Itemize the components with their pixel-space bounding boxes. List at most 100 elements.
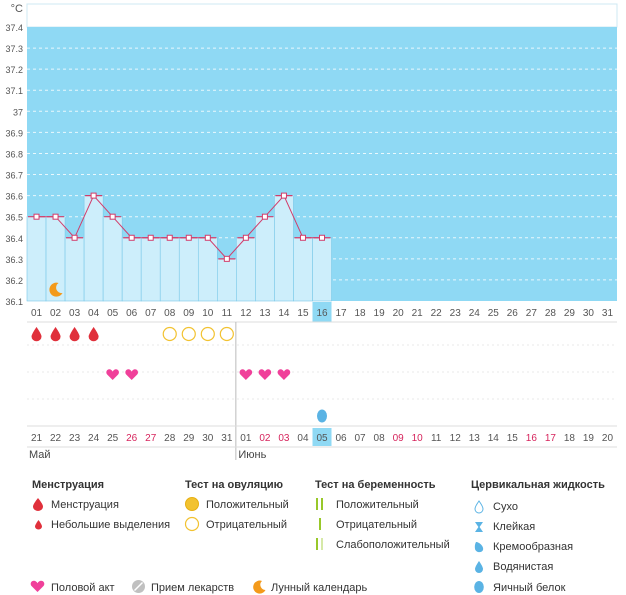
top-day-label: 01 (31, 308, 43, 319)
temperature-point (147, 234, 154, 241)
pregnancy-negative-icon (319, 518, 321, 530)
medication-pill-icon (132, 580, 145, 593)
temperature-point (52, 213, 59, 220)
ovulation-positive-icon (185, 497, 199, 511)
legend-ovulation-positive-label: Положительный (206, 499, 289, 511)
top-day-label: 04 (88, 308, 100, 319)
bottom-day-label: 19 (583, 433, 595, 444)
month-label: Май (29, 449, 51, 461)
bottom-day-label: 16 (526, 433, 538, 444)
temperature-point (261, 213, 268, 220)
temperature-bar (26, 216, 47, 302)
bottom-day-label: 09 (393, 433, 405, 444)
legend-ovulation-title: Тест на овуляцию (185, 479, 284, 491)
ovulation-negative-icon (184, 516, 200, 532)
top-day-label: 07 (145, 308, 157, 319)
bottom-day-label: 21 (31, 433, 43, 444)
y-axis-unit: °C (11, 3, 23, 15)
legend-spotting-label: Небольшие выделения (51, 519, 171, 531)
bottom-day-label: 03 (278, 433, 290, 444)
temperature-point (299, 234, 306, 241)
top-day-label: 29 (564, 308, 576, 319)
month-label: Июнь (238, 449, 266, 461)
bottom-day-label: 24 (88, 433, 100, 444)
temperature-bar (236, 237, 256, 302)
menstruation-drop (50, 327, 61, 342)
bottom-day-label: 02 (259, 433, 271, 444)
top-day-label: 20 (393, 308, 405, 319)
bottom-day-label: 29 (183, 433, 195, 444)
y-tick-label: 37.4 (5, 23, 23, 33)
temperature-bar (178, 237, 199, 302)
top-day-label: 15 (297, 308, 309, 319)
top-day-label: 14 (278, 308, 290, 319)
temperature-bar (217, 258, 237, 302)
bbt-chart: 36.1 36.2 36.3 36.4 36.5 36.6 36.7 36.8 36.9 37 37… (5, 3, 618, 461)
top-day-label: 22 (431, 308, 443, 319)
temperature-bar (197, 237, 218, 302)
y-tick-label: 37.3 (5, 44, 23, 54)
top-day-label: 16 (316, 308, 328, 319)
pregnancy-weak-positive-icon (316, 538, 323, 550)
legend-moon-label: Лунный календарь (271, 582, 368, 594)
cervical-egg-white-icon (474, 581, 484, 593)
bottom-day-label: 11 (431, 433, 442, 444)
legend-cervical-title: Цервикальная жидкость (471, 479, 605, 491)
top-day-label: 09 (183, 308, 195, 319)
top-day-label: 05 (107, 308, 119, 319)
top-day-label: 18 (355, 308, 367, 319)
bottom-day-label: 12 (450, 433, 462, 444)
y-tick-label: 36.3 (5, 255, 23, 265)
y-tick-label: 36.8 (5, 149, 23, 159)
top-day-label: 08 (164, 308, 176, 319)
legend-medication-label: Прием лекарств (151, 582, 235, 594)
ovulation-negative-marker (181, 326, 196, 342)
pregnancy-positive-icon (316, 498, 323, 510)
temperature-point (128, 234, 135, 241)
ovulation-negative-marker (162, 326, 177, 342)
bottom-day-label: 30 (202, 433, 214, 444)
y-tick-label: 36.5 (5, 213, 23, 223)
temperature-point (109, 213, 116, 220)
top-day-label: 31 (602, 308, 614, 319)
today-highlight-top (312, 302, 332, 322)
top-day-label: 23 (450, 308, 462, 319)
bottom-day-label: 14 (488, 433, 500, 444)
today-highlight-bottom (312, 428, 332, 446)
cervical-creamy-icon (474, 542, 484, 553)
bottom-day-label: 28 (164, 433, 176, 444)
top-day-label: 02 (50, 308, 62, 319)
moon-calendar-icon (253, 580, 266, 594)
y-tick-label: 37 (13, 107, 23, 117)
top-day-label: 19 (374, 308, 386, 319)
bottom-day-label: 05 (316, 433, 328, 444)
legend-menstruation-title: Менструация (32, 479, 105, 491)
legend-pregnancy-title: Тест на беременность (315, 479, 436, 491)
top-day-label: 11 (222, 308, 233, 319)
bottom-day-label: 01 (240, 433, 252, 444)
bottom-day-label: 15 (507, 433, 519, 444)
bottom-day-label: 25 (107, 433, 119, 444)
ovulation-negative-marker (219, 326, 234, 342)
menstruation-drop (31, 327, 42, 342)
temperature-point (90, 192, 97, 199)
temperature-bar (102, 216, 123, 302)
y-tick-label: 37.1 (5, 86, 23, 96)
y-tick-label: 36.9 (5, 128, 23, 138)
temperature-bar (293, 237, 313, 302)
bottom-day-label: 13 (469, 433, 481, 444)
top-day-label: 21 (412, 308, 424, 319)
bottom-day-label: 26 (126, 433, 138, 444)
top-day-label: 13 (259, 308, 271, 319)
bottom-day-label: 17 (545, 433, 557, 444)
menstruation-drop (69, 327, 80, 342)
legend-cervical-creamy-label: Кремообразная (493, 541, 574, 553)
legend-pregnancy-negative-label: Отрицательный (336, 519, 417, 531)
temperature-point (223, 255, 230, 262)
legend-cervical-dry-label: Сухо (493, 501, 518, 513)
legend-pregnancy-positive-label: Положительный (336, 499, 419, 511)
temperature-point (71, 234, 78, 241)
bottom-day-label: 08 (374, 433, 386, 444)
bottom-day-label: 18 (564, 433, 576, 444)
bottom-day-label: 20 (602, 433, 614, 444)
